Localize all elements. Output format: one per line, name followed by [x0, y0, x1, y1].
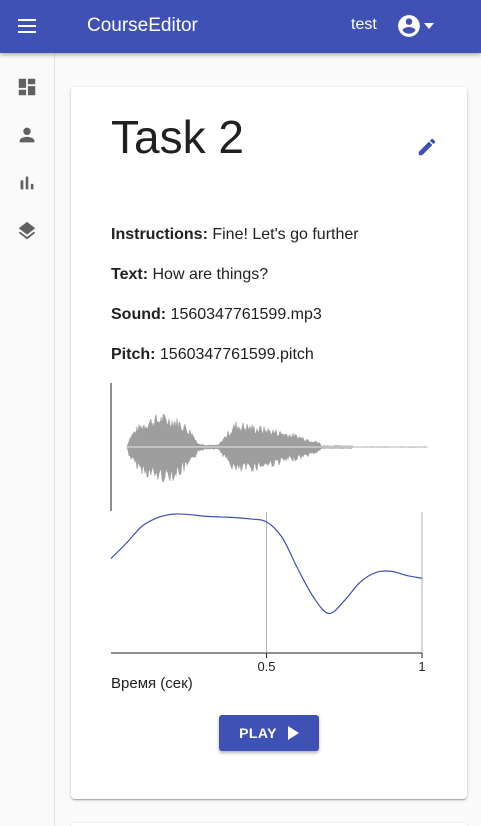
- app-bar: CourseEditor test: [0, 0, 481, 53]
- sound-visualization: 0.5 1: [110, 383, 428, 674]
- sidebar-item-dashboard[interactable]: [10, 70, 44, 104]
- arrow-drop-down-icon: [424, 23, 434, 29]
- field-value: How are things?: [152, 266, 269, 283]
- app-title: CourseEditor: [87, 15, 198, 36]
- sidebar-item-layers[interactable]: [10, 214, 44, 248]
- x-axis-label: Время (сек): [111, 675, 193, 692]
- task-card: Task 2 Instructions: Fine! Let's go furt…: [71, 87, 467, 799]
- field-label: Text:: [111, 266, 149, 283]
- sound-field: Sound: 1560347761599.mp3: [111, 305, 322, 325]
- layers-icon: [18, 221, 36, 240]
- x-tick-label: 0.5: [257, 659, 275, 674]
- pitch-field: Pitch: 1560347761599.pitch: [111, 345, 314, 365]
- x-tick-label: 1: [418, 659, 425, 674]
- instructions-field: Instructions: Fine! Let's go further: [111, 225, 359, 245]
- play-icon: [287, 726, 299, 740]
- waveform: [126, 413, 428, 483]
- person-icon: [19, 127, 35, 143]
- field-label: Sound:: [111, 306, 167, 323]
- gridlines: [266, 512, 423, 658]
- account-menu-button[interactable]: [396, 10, 446, 42]
- field-value: 1560347761599.mp3: [170, 306, 322, 323]
- play-label: PLAY: [239, 725, 277, 741]
- edit-button[interactable]: [411, 131, 443, 163]
- menu-icon: [18, 19, 36, 33]
- field-value: 1560347761599.pitch: [159, 346, 314, 363]
- pitch-curve: [110, 513, 423, 615]
- field-label: Pitch:: [111, 346, 156, 363]
- sidebar-item-users[interactable]: [10, 118, 44, 152]
- username: test: [351, 16, 377, 33]
- sidebar: [0, 53, 55, 826]
- bar-chart-icon: [20, 176, 34, 190]
- play-button[interactable]: PLAY: [219, 715, 319, 751]
- next-card: [71, 823, 467, 826]
- field-label: Instructions:: [111, 226, 208, 243]
- menu-button[interactable]: [10, 9, 44, 43]
- account-circle-icon: [398, 15, 420, 37]
- edit-icon: [418, 138, 436, 156]
- sidebar-item-stats[interactable]: [10, 166, 44, 200]
- dashboard-icon: [18, 78, 36, 96]
- text-field: Text: How are things?: [111, 265, 268, 285]
- field-value: Fine! Let's go further: [212, 226, 359, 243]
- task-title: Task 2: [111, 111, 244, 163]
